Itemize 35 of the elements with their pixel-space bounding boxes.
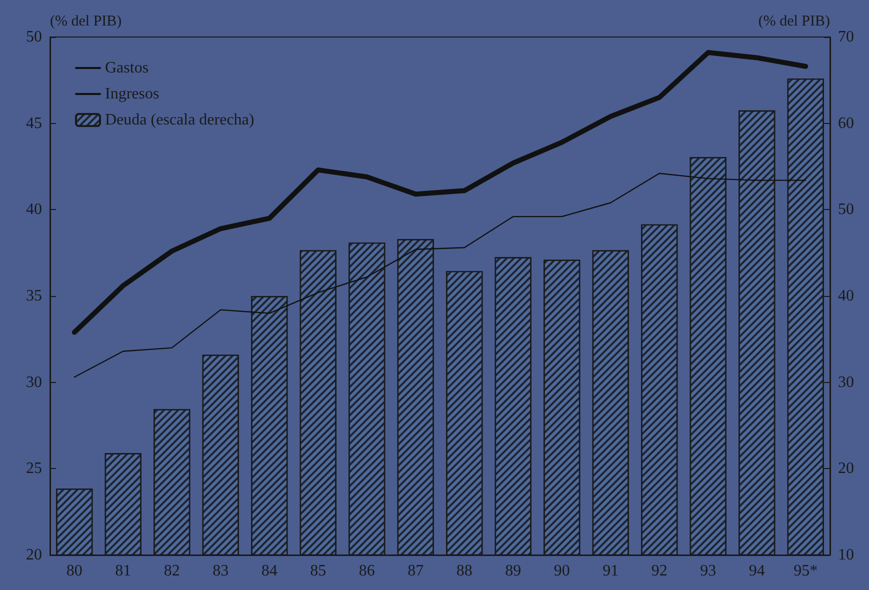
y-tick-label: 30 [26, 374, 42, 391]
x-tick-label: 91 [602, 562, 619, 580]
y-tick-label: 35 [26, 288, 42, 304]
legend-label: Ingresos [105, 86, 160, 102]
x-tick-label: 88 [456, 562, 472, 580]
y-tick-label: 45 [26, 114, 42, 132]
y2-tick-label: 30 [838, 374, 854, 391]
y2-tick-label: 10 [838, 546, 854, 564]
y2-tick-label: 40 [838, 288, 854, 304]
y2-tick-label: 20 [838, 460, 854, 478]
y-tick-label: 40 [26, 201, 42, 218]
x-tick-label: 83 [212, 562, 229, 580]
legend-label: Deuda (escala derecha) [105, 112, 254, 128]
legend-label: Gastos [105, 60, 149, 76]
x-tick-label: 80 [66, 562, 82, 580]
x-tick-label: 92 [651, 562, 668, 580]
y-tick-label: 50 [26, 28, 42, 46]
y2-tick-label: 50 [838, 201, 854, 218]
x-tick-label: 82 [164, 562, 180, 580]
x-tick-label: 89 [505, 562, 522, 580]
x-tick-label: 93 [700, 562, 716, 580]
x-tick-label: 86 [358, 562, 375, 580]
y2-tick-label: 70 [838, 28, 854, 46]
y-tick-label: 25 [26, 460, 42, 478]
x-tick-label: 87 [408, 562, 424, 580]
y-axis-title: (% del PIB) [50, 14, 122, 30]
y-tick-label: 20 [26, 546, 42, 564]
x-tick-label: 81 [115, 562, 132, 580]
x-tick-label: 95* [794, 562, 818, 580]
x-tick-label: 94 [748, 562, 765, 580]
y2-axis-title: (% del PIB) [758, 14, 830, 30]
y2-tick-label: 60 [838, 114, 854, 132]
x-tick-label: 85 [310, 562, 326, 580]
x-tick-label: 84 [261, 562, 278, 580]
x-tick-label: 90 [554, 562, 570, 580]
